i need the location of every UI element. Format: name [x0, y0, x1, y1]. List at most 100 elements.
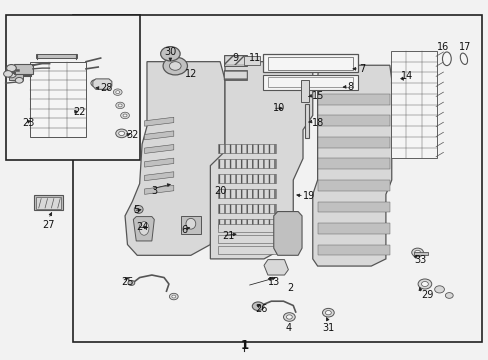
Text: 30: 30	[164, 48, 176, 57]
Bar	[96, 82, 108, 89]
Polygon shape	[317, 180, 389, 191]
Text: 18: 18	[311, 118, 324, 128]
Circle shape	[169, 293, 178, 300]
Polygon shape	[317, 137, 389, 148]
Text: 31: 31	[322, 323, 334, 333]
Text: 29: 29	[420, 290, 432, 300]
Text: 23: 23	[22, 118, 35, 128]
Bar	[224, 70, 247, 80]
Bar	[217, 174, 276, 183]
Ellipse shape	[459, 53, 467, 64]
Text: 20: 20	[214, 186, 226, 196]
Text: 28: 28	[101, 83, 113, 93]
Bar	[217, 220, 276, 228]
Polygon shape	[144, 185, 173, 194]
Circle shape	[286, 315, 292, 319]
Bar	[217, 235, 276, 243]
Ellipse shape	[134, 206, 143, 213]
Circle shape	[116, 102, 124, 109]
Bar	[14, 64, 33, 74]
Circle shape	[128, 280, 135, 285]
Bar	[263, 75, 357, 90]
Text: 7: 7	[358, 64, 365, 74]
Circle shape	[252, 302, 264, 311]
Polygon shape	[317, 244, 389, 255]
Text: 8: 8	[346, 82, 352, 92]
Text: 2: 2	[287, 283, 293, 293]
Polygon shape	[144, 117, 173, 126]
Text: 26: 26	[255, 304, 267, 314]
Polygon shape	[144, 144, 173, 153]
Text: 21: 21	[222, 231, 234, 240]
Text: 27: 27	[42, 220, 55, 230]
Bar	[305, 104, 308, 138]
Polygon shape	[264, 260, 288, 275]
Bar	[9, 72, 23, 80]
Circle shape	[123, 114, 127, 117]
Text: 5: 5	[133, 206, 139, 216]
Bar	[390, 51, 436, 158]
Circle shape	[421, 282, 427, 287]
Bar	[217, 224, 276, 232]
Text: 4: 4	[285, 323, 291, 333]
Circle shape	[283, 313, 295, 321]
Bar	[166, 67, 184, 69]
Text: 11: 11	[249, 53, 261, 63]
Circle shape	[118, 104, 122, 107]
Text: 12: 12	[184, 69, 197, 79]
Polygon shape	[317, 223, 389, 234]
Bar	[34, 195, 63, 211]
Polygon shape	[317, 94, 389, 105]
Bar	[217, 246, 276, 253]
Text: 1: 1	[240, 339, 248, 352]
Polygon shape	[273, 212, 302, 255]
Bar	[217, 204, 276, 213]
Circle shape	[445, 293, 452, 298]
Polygon shape	[317, 116, 389, 126]
Text: 25: 25	[122, 277, 134, 287]
Bar	[244, 56, 260, 64]
Bar	[300, 80, 309, 102]
Bar	[224, 71, 247, 80]
Bar	[36, 54, 77, 58]
Polygon shape	[144, 172, 173, 181]
Circle shape	[417, 279, 431, 289]
Circle shape	[121, 112, 129, 119]
Circle shape	[3, 71, 12, 77]
Circle shape	[414, 250, 420, 255]
Ellipse shape	[442, 52, 450, 66]
Bar	[263, 54, 357, 72]
Text: 17: 17	[458, 42, 470, 52]
Circle shape	[322, 309, 333, 317]
Circle shape	[163, 57, 187, 75]
Polygon shape	[133, 217, 154, 241]
Bar	[267, 77, 352, 87]
Text: 6: 6	[181, 225, 187, 235]
Circle shape	[434, 286, 444, 293]
Polygon shape	[125, 62, 224, 255]
Circle shape	[119, 131, 124, 135]
Circle shape	[411, 248, 423, 257]
Circle shape	[116, 91, 120, 94]
Circle shape	[113, 89, 122, 95]
Text: 13: 13	[267, 277, 280, 287]
Polygon shape	[317, 158, 389, 169]
Polygon shape	[144, 131, 173, 140]
Ellipse shape	[139, 222, 149, 235]
Circle shape	[171, 295, 175, 298]
Text: 16: 16	[436, 42, 448, 52]
Bar	[181, 216, 200, 234]
Bar	[217, 189, 276, 198]
Circle shape	[6, 71, 16, 78]
Bar	[413, 252, 427, 255]
Bar	[217, 159, 276, 168]
Circle shape	[325, 311, 330, 315]
Text: 3: 3	[151, 186, 157, 196]
Ellipse shape	[185, 219, 195, 229]
Bar	[5, 15, 140, 160]
Bar	[224, 56, 246, 65]
Bar	[267, 57, 352, 69]
Text: 22: 22	[73, 107, 85, 117]
Circle shape	[91, 80, 101, 87]
Circle shape	[15, 77, 23, 83]
